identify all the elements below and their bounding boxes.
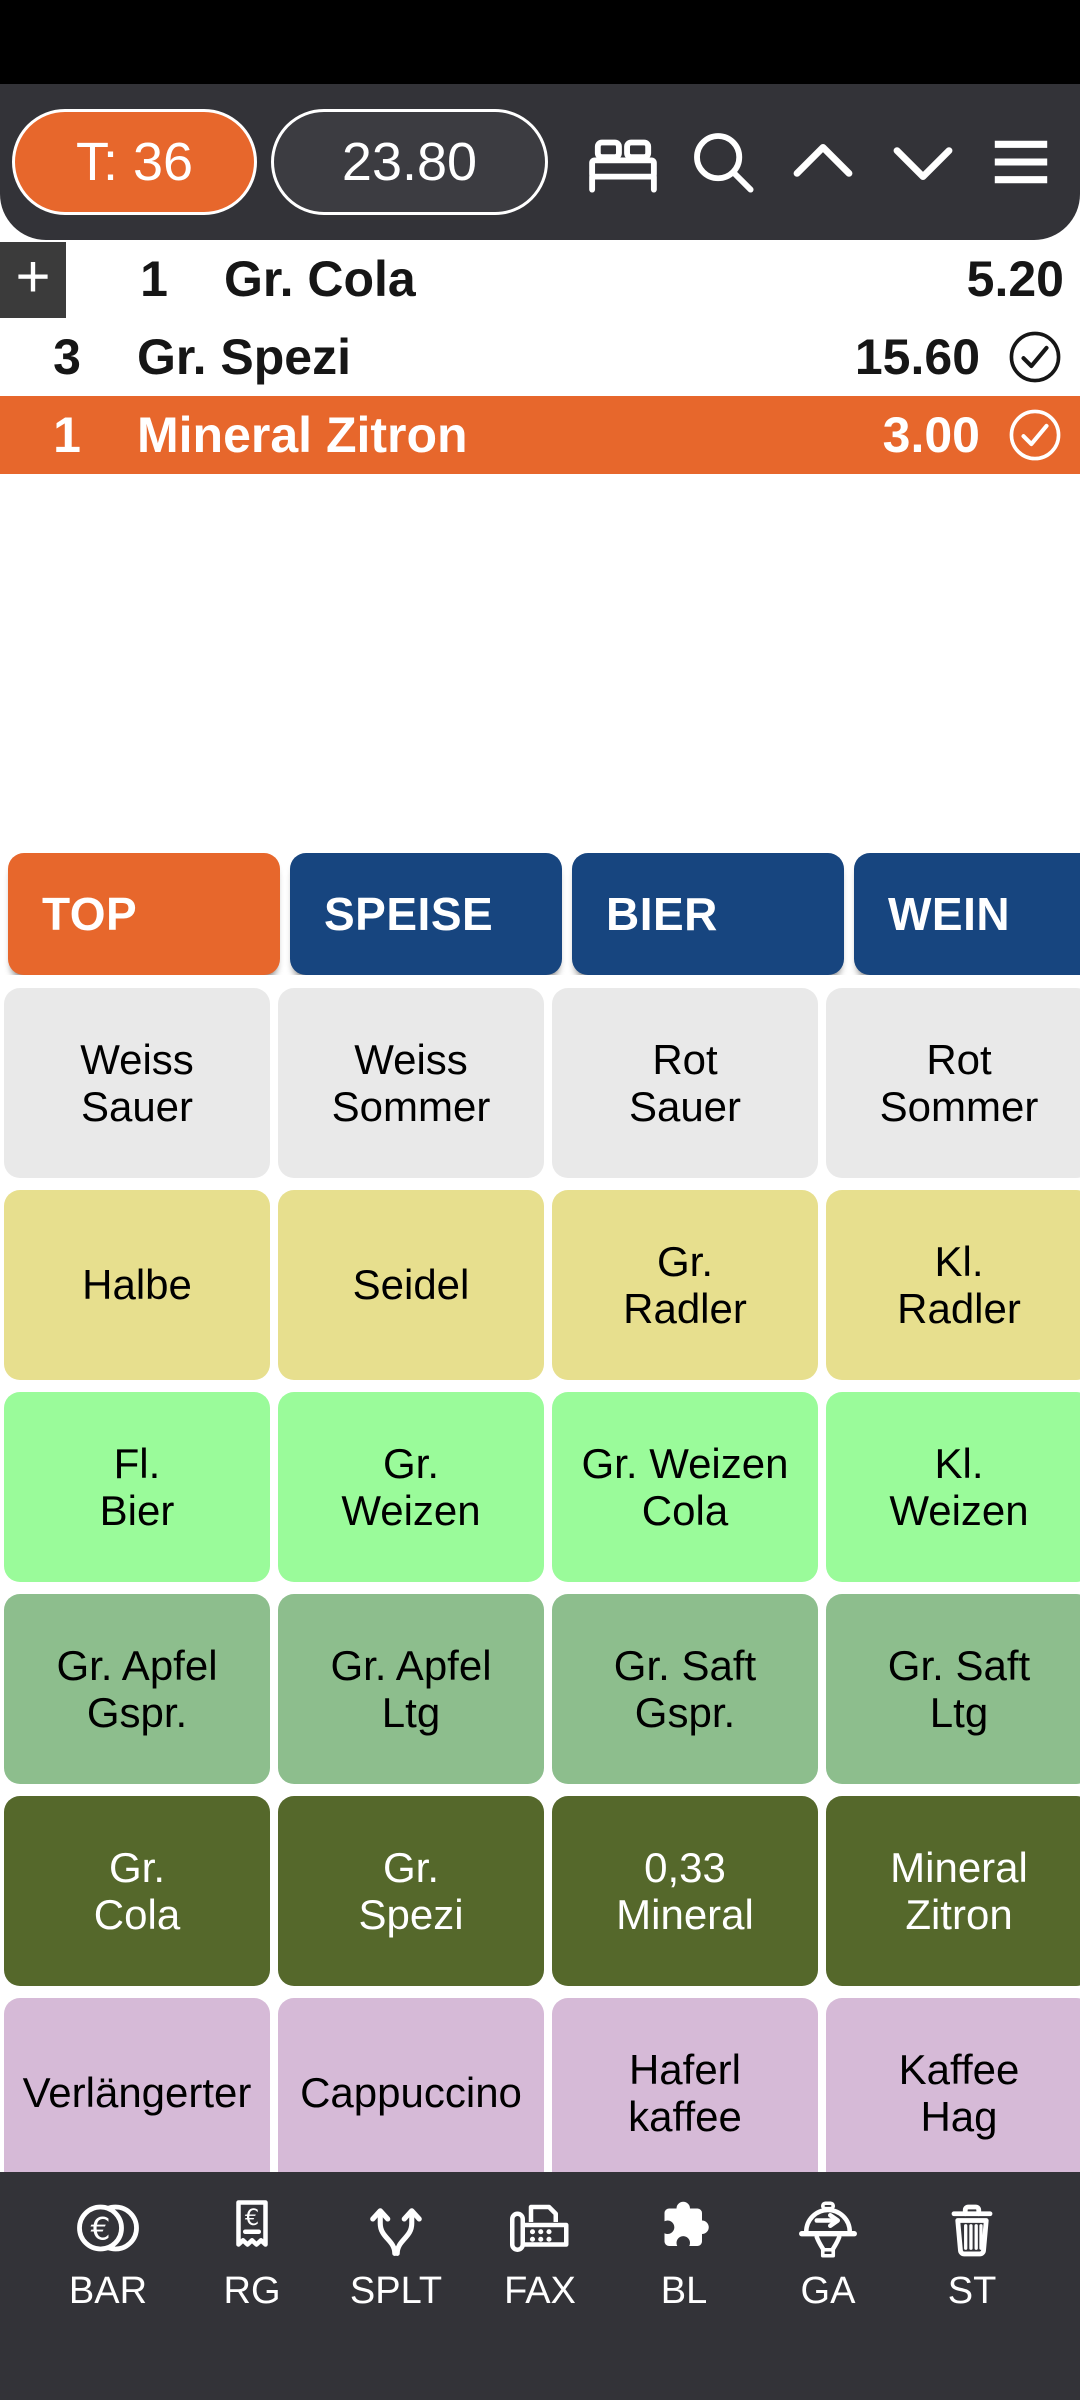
item-price: 15.60 (854, 329, 980, 385)
product-button[interactable]: Kl. Weizen (826, 1392, 1080, 1582)
product-button[interactable]: Gr. Saft Ltg (826, 1594, 1080, 1784)
order-row[interactable]: 3 Gr. Spezi 15.60 (0, 318, 1080, 396)
action-label: RG (223, 2270, 281, 2312)
item-qty: 3 (53, 329, 81, 385)
order-list: + 1 Gr. Cola 5.20 3 Gr. Spezi 15.60 1 Mi… (0, 240, 1080, 474)
puzzle-icon (664, 2201, 709, 2246)
product-grid: Weiss Sauer Weiss Sommer Rot Sauer Rot S… (4, 988, 1080, 2188)
tab-wein[interactable]: WEIN (854, 853, 1080, 975)
top-bar: T: 36 23.80 (0, 84, 1080, 240)
action-label: BL (660, 2270, 708, 2312)
split-arrows-icon (370, 2208, 422, 2257)
void-button[interactable]: ST (916, 2192, 1028, 2400)
item-name: Mineral Zitron (137, 407, 468, 463)
serve-course-button[interactable]: GA (772, 2192, 884, 2400)
fax-button[interactable]: FAX (484, 2192, 596, 2400)
bottom-action-bar: € BAR € RG SPLT (0, 2172, 1080, 2400)
misc-functions-button[interactable]: BL (628, 2192, 740, 2400)
sent-check-icon (1009, 409, 1061, 461)
product-button[interactable]: Gr. Apfel Gspr. (4, 1594, 270, 1784)
product-button[interactable]: Weiss Sommer (278, 988, 544, 1178)
svg-text:€: € (90, 2211, 110, 2247)
topbar-icon-group (584, 123, 1058, 201)
svg-text:€: € (245, 2205, 259, 2231)
tab-top[interactable]: TOP (8, 853, 280, 975)
product-button[interactable]: Gr. Weizen (278, 1392, 544, 1582)
status-bar (0, 0, 1080, 84)
product-button[interactable]: 0,33 Mineral (552, 1796, 818, 1986)
split-button[interactable]: SPLT (340, 2192, 452, 2400)
action-label: SPLT (349, 2270, 443, 2312)
trash-icon (951, 2204, 993, 2257)
product-button[interactable]: Mineral Zitron (826, 1796, 1080, 1986)
bed-icon[interactable] (584, 123, 662, 201)
product-button[interactable]: Kaffee Hag (826, 1998, 1080, 2188)
product-button[interactable]: Gr. Spezi (278, 1796, 544, 1986)
action-label: FAX (504, 2270, 576, 2312)
pay-cash-button[interactable]: € BAR (52, 2192, 164, 2400)
product-button[interactable]: Halbe (4, 1190, 270, 1380)
sent-check-icon (1009, 331, 1061, 383)
order-row[interactable]: 1 Gr. Cola 5.20 (0, 240, 1080, 318)
product-button[interactable]: Gr. Cola (4, 1796, 270, 1986)
product-button[interactable]: Haferl kaffee (552, 1998, 818, 2188)
chevron-down-icon[interactable] (884, 123, 962, 201)
action-label: BAR (68, 2270, 148, 2312)
action-label: ST (947, 2270, 997, 2312)
order-row-selected[interactable]: 1 Mineral Zitron 3.00 (0, 396, 1080, 474)
category-tabs: TOP SPEISE BIER WEIN (0, 853, 1080, 975)
item-qty: 1 (53, 407, 81, 463)
product-button[interactable]: Seidel (278, 1190, 544, 1380)
product-button[interactable]: Rot Sauer (552, 988, 818, 1178)
action-label: GA (800, 2270, 856, 2312)
chevron-up-icon[interactable] (784, 123, 862, 201)
item-qty: 1 (140, 251, 168, 307)
menu-icon[interactable] (984, 123, 1058, 201)
search-icon[interactable] (684, 123, 762, 201)
serving-dome-icon (799, 2201, 857, 2258)
add-item-button[interactable]: + (0, 242, 66, 318)
product-button[interactable]: Verlängerter (4, 1998, 270, 2188)
product-button[interactable]: Rot Sommer (826, 988, 1080, 1178)
item-name: Gr. Spezi (137, 329, 351, 385)
fax-icon (510, 2204, 569, 2252)
item-name: Gr. Cola (224, 251, 416, 307)
product-button[interactable]: Gr. Radler (552, 1190, 818, 1380)
product-button[interactable]: Weiss Sauer (4, 988, 270, 1178)
product-button[interactable]: Cappuccino (278, 1998, 544, 2188)
total-pill[interactable]: 23.80 (271, 109, 548, 215)
product-button[interactable]: Fl. Bier (4, 1392, 270, 1582)
tab-bier[interactable]: BIER (572, 853, 844, 975)
receipt-button[interactable]: € RG (196, 2192, 308, 2400)
euro-coins-icon: € (77, 2204, 139, 2252)
item-price: 3.00 (882, 407, 980, 463)
product-button[interactable]: Gr. Saft Gspr. (552, 1594, 818, 1784)
product-button[interactable]: Gr. Weizen Cola (552, 1392, 818, 1582)
item-price: 5.20 (966, 251, 1064, 307)
tab-speise[interactable]: SPEISE (290, 853, 562, 975)
table-pill[interactable]: T: 36 (12, 109, 257, 215)
receipt-euro-icon: € (236, 2200, 268, 2247)
product-button[interactable]: Kl. Radler (826, 1190, 1080, 1380)
product-button[interactable]: Gr. Apfel Ltg (278, 1594, 544, 1784)
